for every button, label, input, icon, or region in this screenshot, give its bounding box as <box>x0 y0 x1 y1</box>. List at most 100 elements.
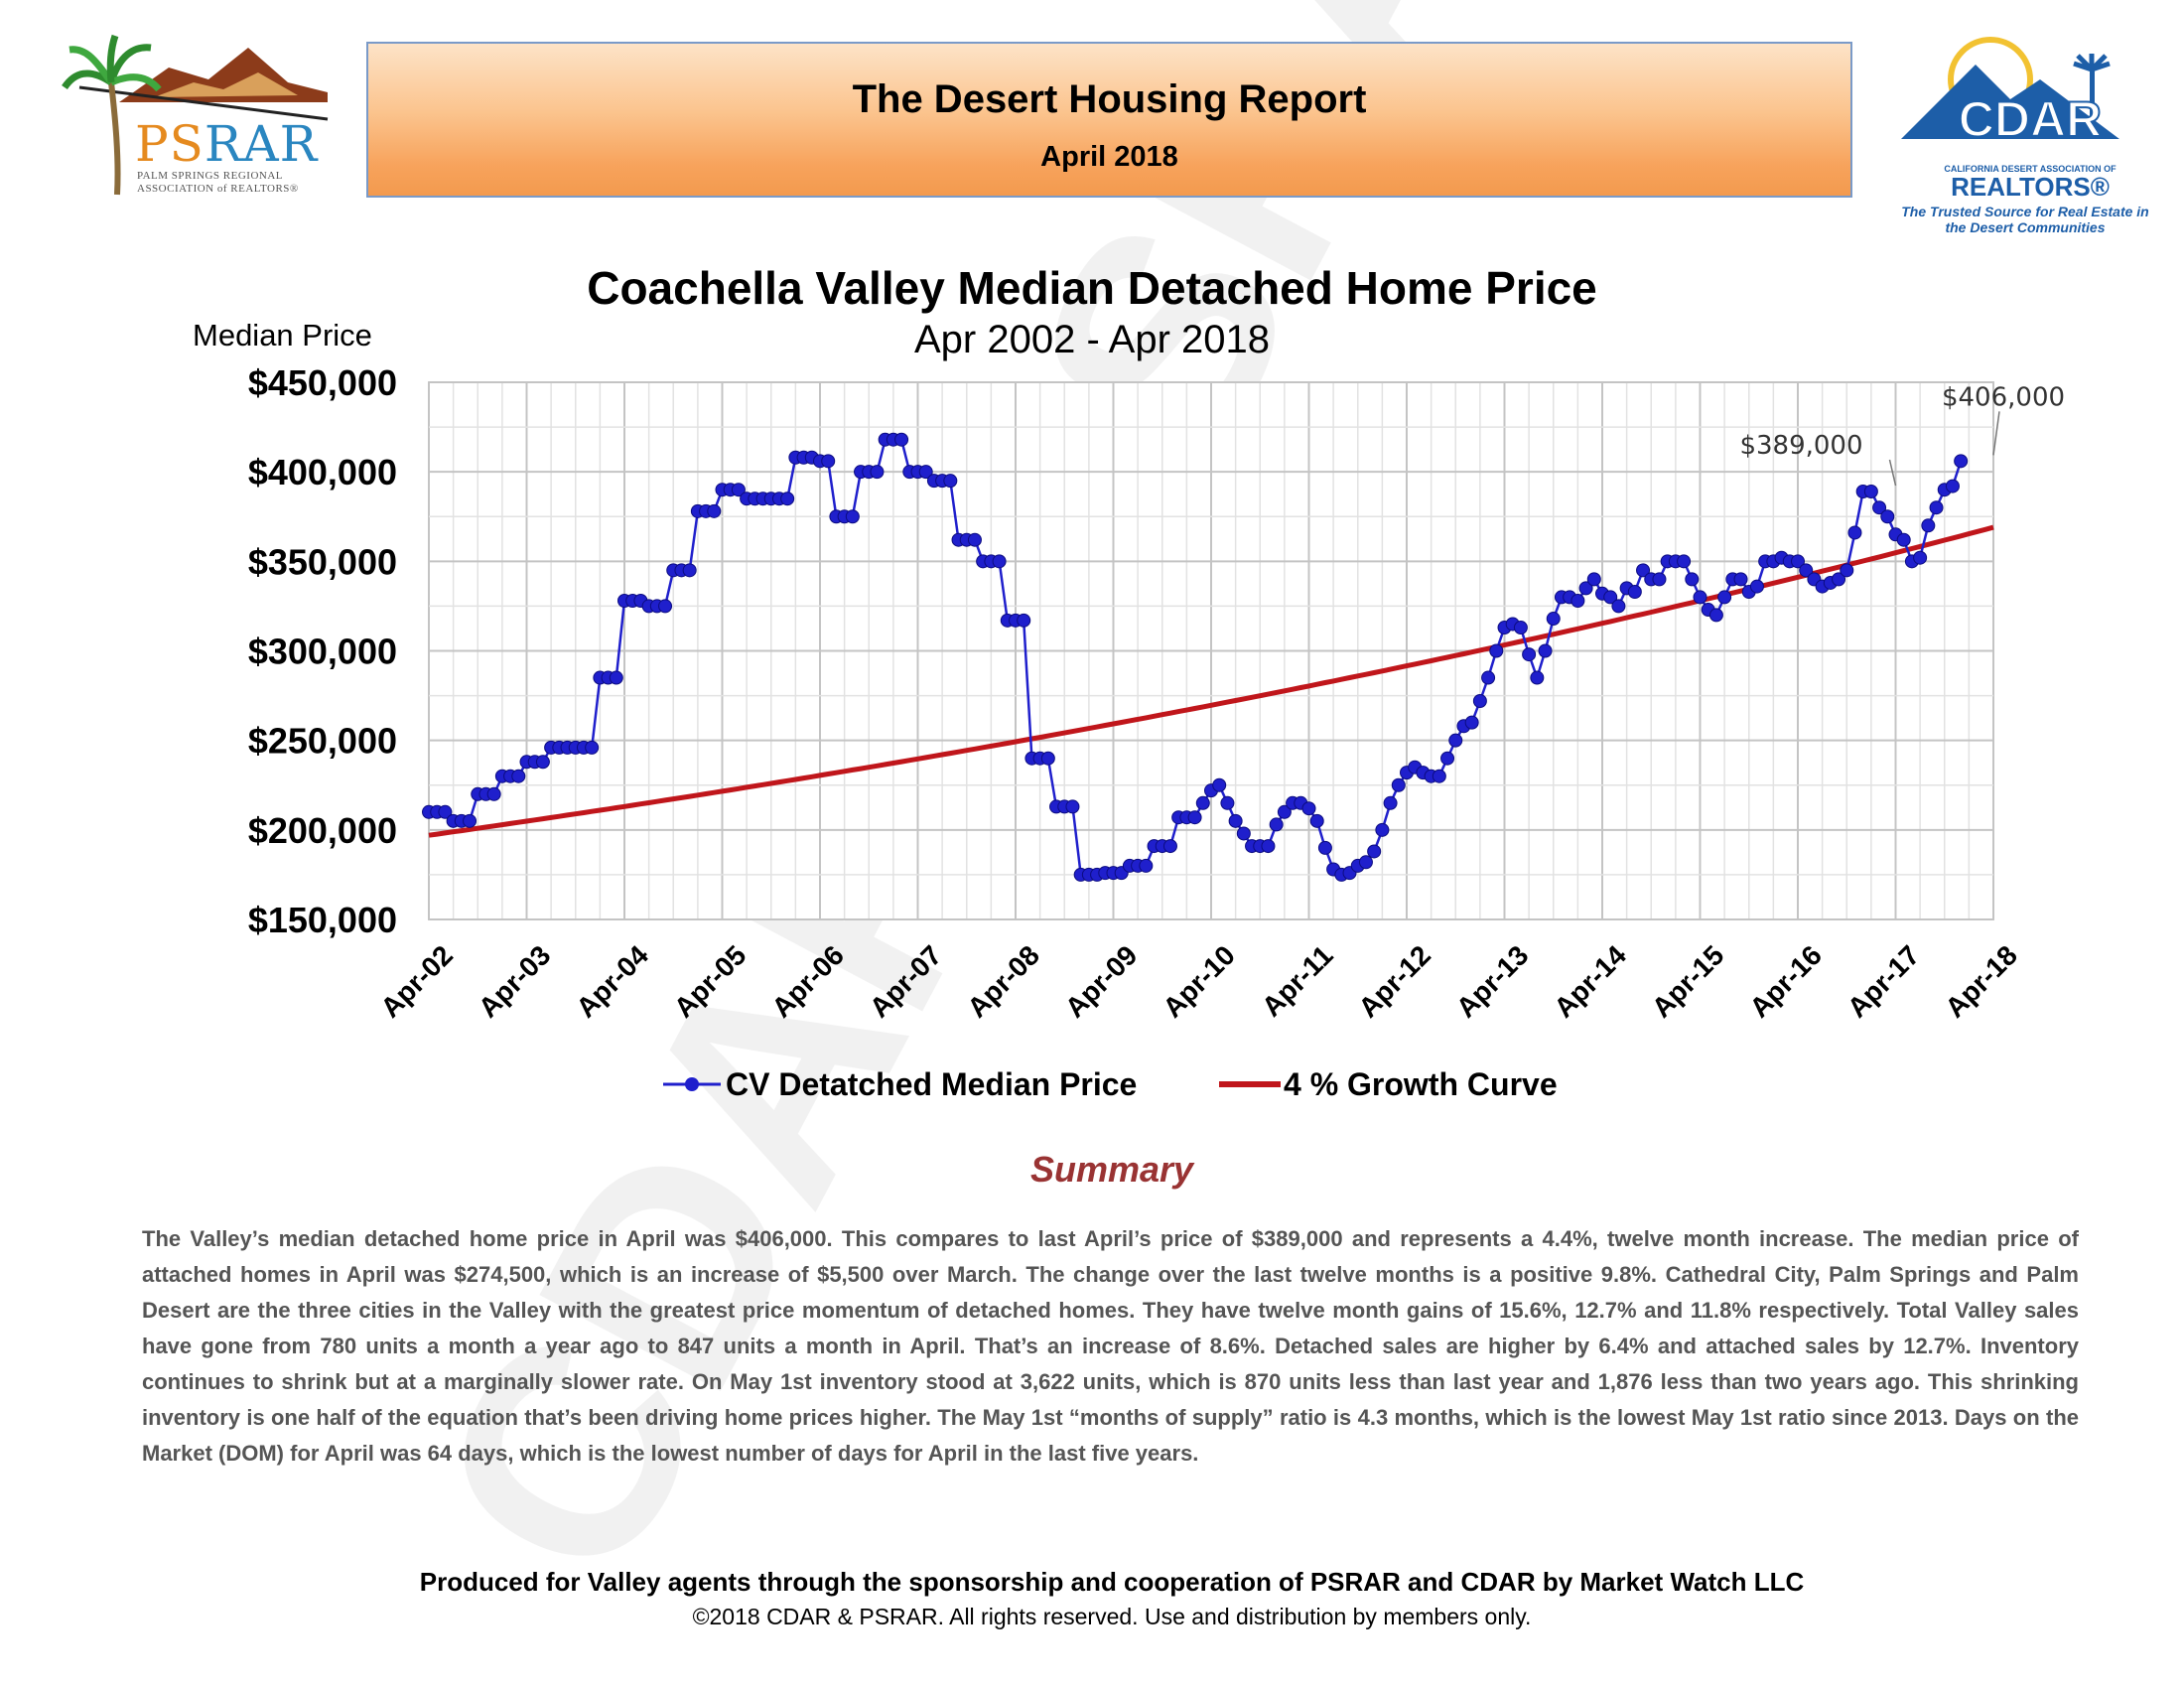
median-price-point <box>585 740 600 755</box>
median-price-point <box>1872 500 1887 515</box>
median-price-point <box>1017 613 1031 628</box>
y-tick-label: $400,000 <box>248 452 397 492</box>
x-tick-label: Apr-04 <box>570 939 654 1024</box>
median-price-point <box>1717 590 1732 605</box>
median-price-point <box>1228 813 1243 828</box>
y-tick-label: $350,000 <box>248 541 397 582</box>
x-tick-label: Apr-08 <box>961 939 1045 1024</box>
median-price-point <box>1847 525 1862 540</box>
psrar-subtitle: PALM SPRINGS REGIONAL ASSOCIATION of REA… <box>137 170 299 195</box>
median-price-point <box>1040 751 1055 766</box>
median-price-point <box>1187 810 1202 825</box>
median-price-point <box>1945 479 1960 493</box>
median-price-point <box>1693 590 1707 605</box>
x-tick-label: Apr-18 <box>1939 939 2023 1024</box>
median-price-point <box>1578 581 1593 596</box>
median-price-point <box>1954 454 1969 469</box>
data-label: $406,000 <box>1942 382 2065 412</box>
median-price-point <box>486 786 501 801</box>
median-price-point <box>1472 693 1487 708</box>
median-price-point <box>1863 485 1878 499</box>
x-tick-label: Apr-17 <box>1842 939 1926 1024</box>
median-price-point <box>1677 554 1692 569</box>
median-price-point <box>870 465 885 480</box>
y-tick-label: $150,000 <box>248 900 397 940</box>
x-tick-label: Apr-13 <box>1450 939 1535 1024</box>
median-price-point <box>1317 840 1332 855</box>
x-tick-label: Apr-06 <box>765 939 850 1024</box>
median-price-point <box>1375 822 1390 837</box>
median-price-point <box>658 599 673 614</box>
x-tick-label: Apr-10 <box>1157 939 1241 1024</box>
median-price-point <box>1733 572 1748 587</box>
y-tick-label: $250,000 <box>248 721 397 762</box>
median-price-point <box>1799 563 1814 578</box>
chart-title: Coachella Valley Median Detached Home Pr… <box>587 262 1597 314</box>
median-price-point <box>1220 795 1235 810</box>
median-price-point <box>535 755 550 770</box>
median-price-point <box>1212 777 1227 792</box>
median-price-point <box>1627 584 1642 599</box>
median-price-point <box>821 454 836 469</box>
x-tick-label: Apr-14 <box>1548 939 1632 1024</box>
median-price-point <box>1896 532 1911 547</box>
median-price-point <box>1929 500 1944 515</box>
x-tick-label: Apr-16 <box>1743 939 1828 1024</box>
median-price-point <box>1481 670 1496 685</box>
data-label-leader <box>1992 411 2000 456</box>
legend-marker-median <box>685 1077 699 1091</box>
median-price-point <box>1489 643 1504 658</box>
cdar-small-text: CALIFORNIA DESERT ASSOCIATION OF <box>1944 164 2116 174</box>
data-label-leader <box>1888 459 1897 487</box>
median-price-point <box>1791 554 1805 569</box>
report-date: April 2018 <box>1040 141 1178 173</box>
median-price-point <box>1162 839 1177 854</box>
y-tick-label: $300,000 <box>248 632 397 672</box>
x-tick-label: Apr-02 <box>374 939 459 1024</box>
median-price-point <box>1832 572 1846 587</box>
median-price-point <box>992 554 1007 569</box>
median-price-point <box>1840 563 1854 578</box>
summary-text: The Valley’s median detached home price … <box>142 1226 2079 1466</box>
median-price-point <box>1358 855 1373 870</box>
median-price-point <box>845 509 860 524</box>
psrar-wordmark: PSRAR <box>135 115 318 173</box>
median-price-point <box>1913 550 1928 565</box>
median-price-point <box>1391 777 1406 792</box>
median-price-point <box>1464 715 1479 730</box>
median-price-point <box>1448 733 1463 748</box>
median-price-point <box>1513 621 1528 635</box>
cdar-tagline: The Trusted Source for Real Estate in th… <box>1901 204 2149 235</box>
median-price-point <box>1880 509 1895 524</box>
median-price-point <box>1269 817 1284 832</box>
y-axis-label: Median Price <box>193 318 372 352</box>
report-title: The Desert Housing Report <box>852 77 1367 121</box>
median-price-point <box>1538 643 1553 658</box>
median-price-point <box>1383 795 1398 810</box>
median-price-point <box>1685 572 1700 587</box>
y-tick-label: $450,000 <box>248 362 397 403</box>
x-tick-label: Apr-15 <box>1646 939 1730 1024</box>
median-price-point <box>1309 813 1324 828</box>
x-tick-label: Apr-05 <box>668 939 752 1024</box>
median-price-point <box>1586 572 1601 587</box>
legend-label-median: CV Detatched Median Price <box>726 1066 1137 1102</box>
median-price-point <box>1277 804 1292 819</box>
median-price-point <box>1195 795 1210 810</box>
median-price-point <box>438 804 453 819</box>
legend-label-growth: 4 % Growth Curve <box>1284 1066 1558 1102</box>
median-price-point <box>967 532 982 547</box>
median-price-point <box>1570 594 1585 609</box>
median-price-point <box>1301 801 1316 816</box>
median-price-point <box>511 769 526 783</box>
median-price-point <box>1603 590 1618 605</box>
median-price-point <box>707 503 722 518</box>
median-price-point <box>463 813 478 828</box>
median-price-point <box>1546 612 1561 627</box>
median-price-point <box>1652 572 1667 587</box>
median-price-point <box>1139 858 1154 873</box>
median-price-point <box>1236 826 1251 841</box>
median-price-point <box>918 465 933 480</box>
data-label: $389,000 <box>1739 431 1862 461</box>
median-price-point <box>1749 579 1764 594</box>
